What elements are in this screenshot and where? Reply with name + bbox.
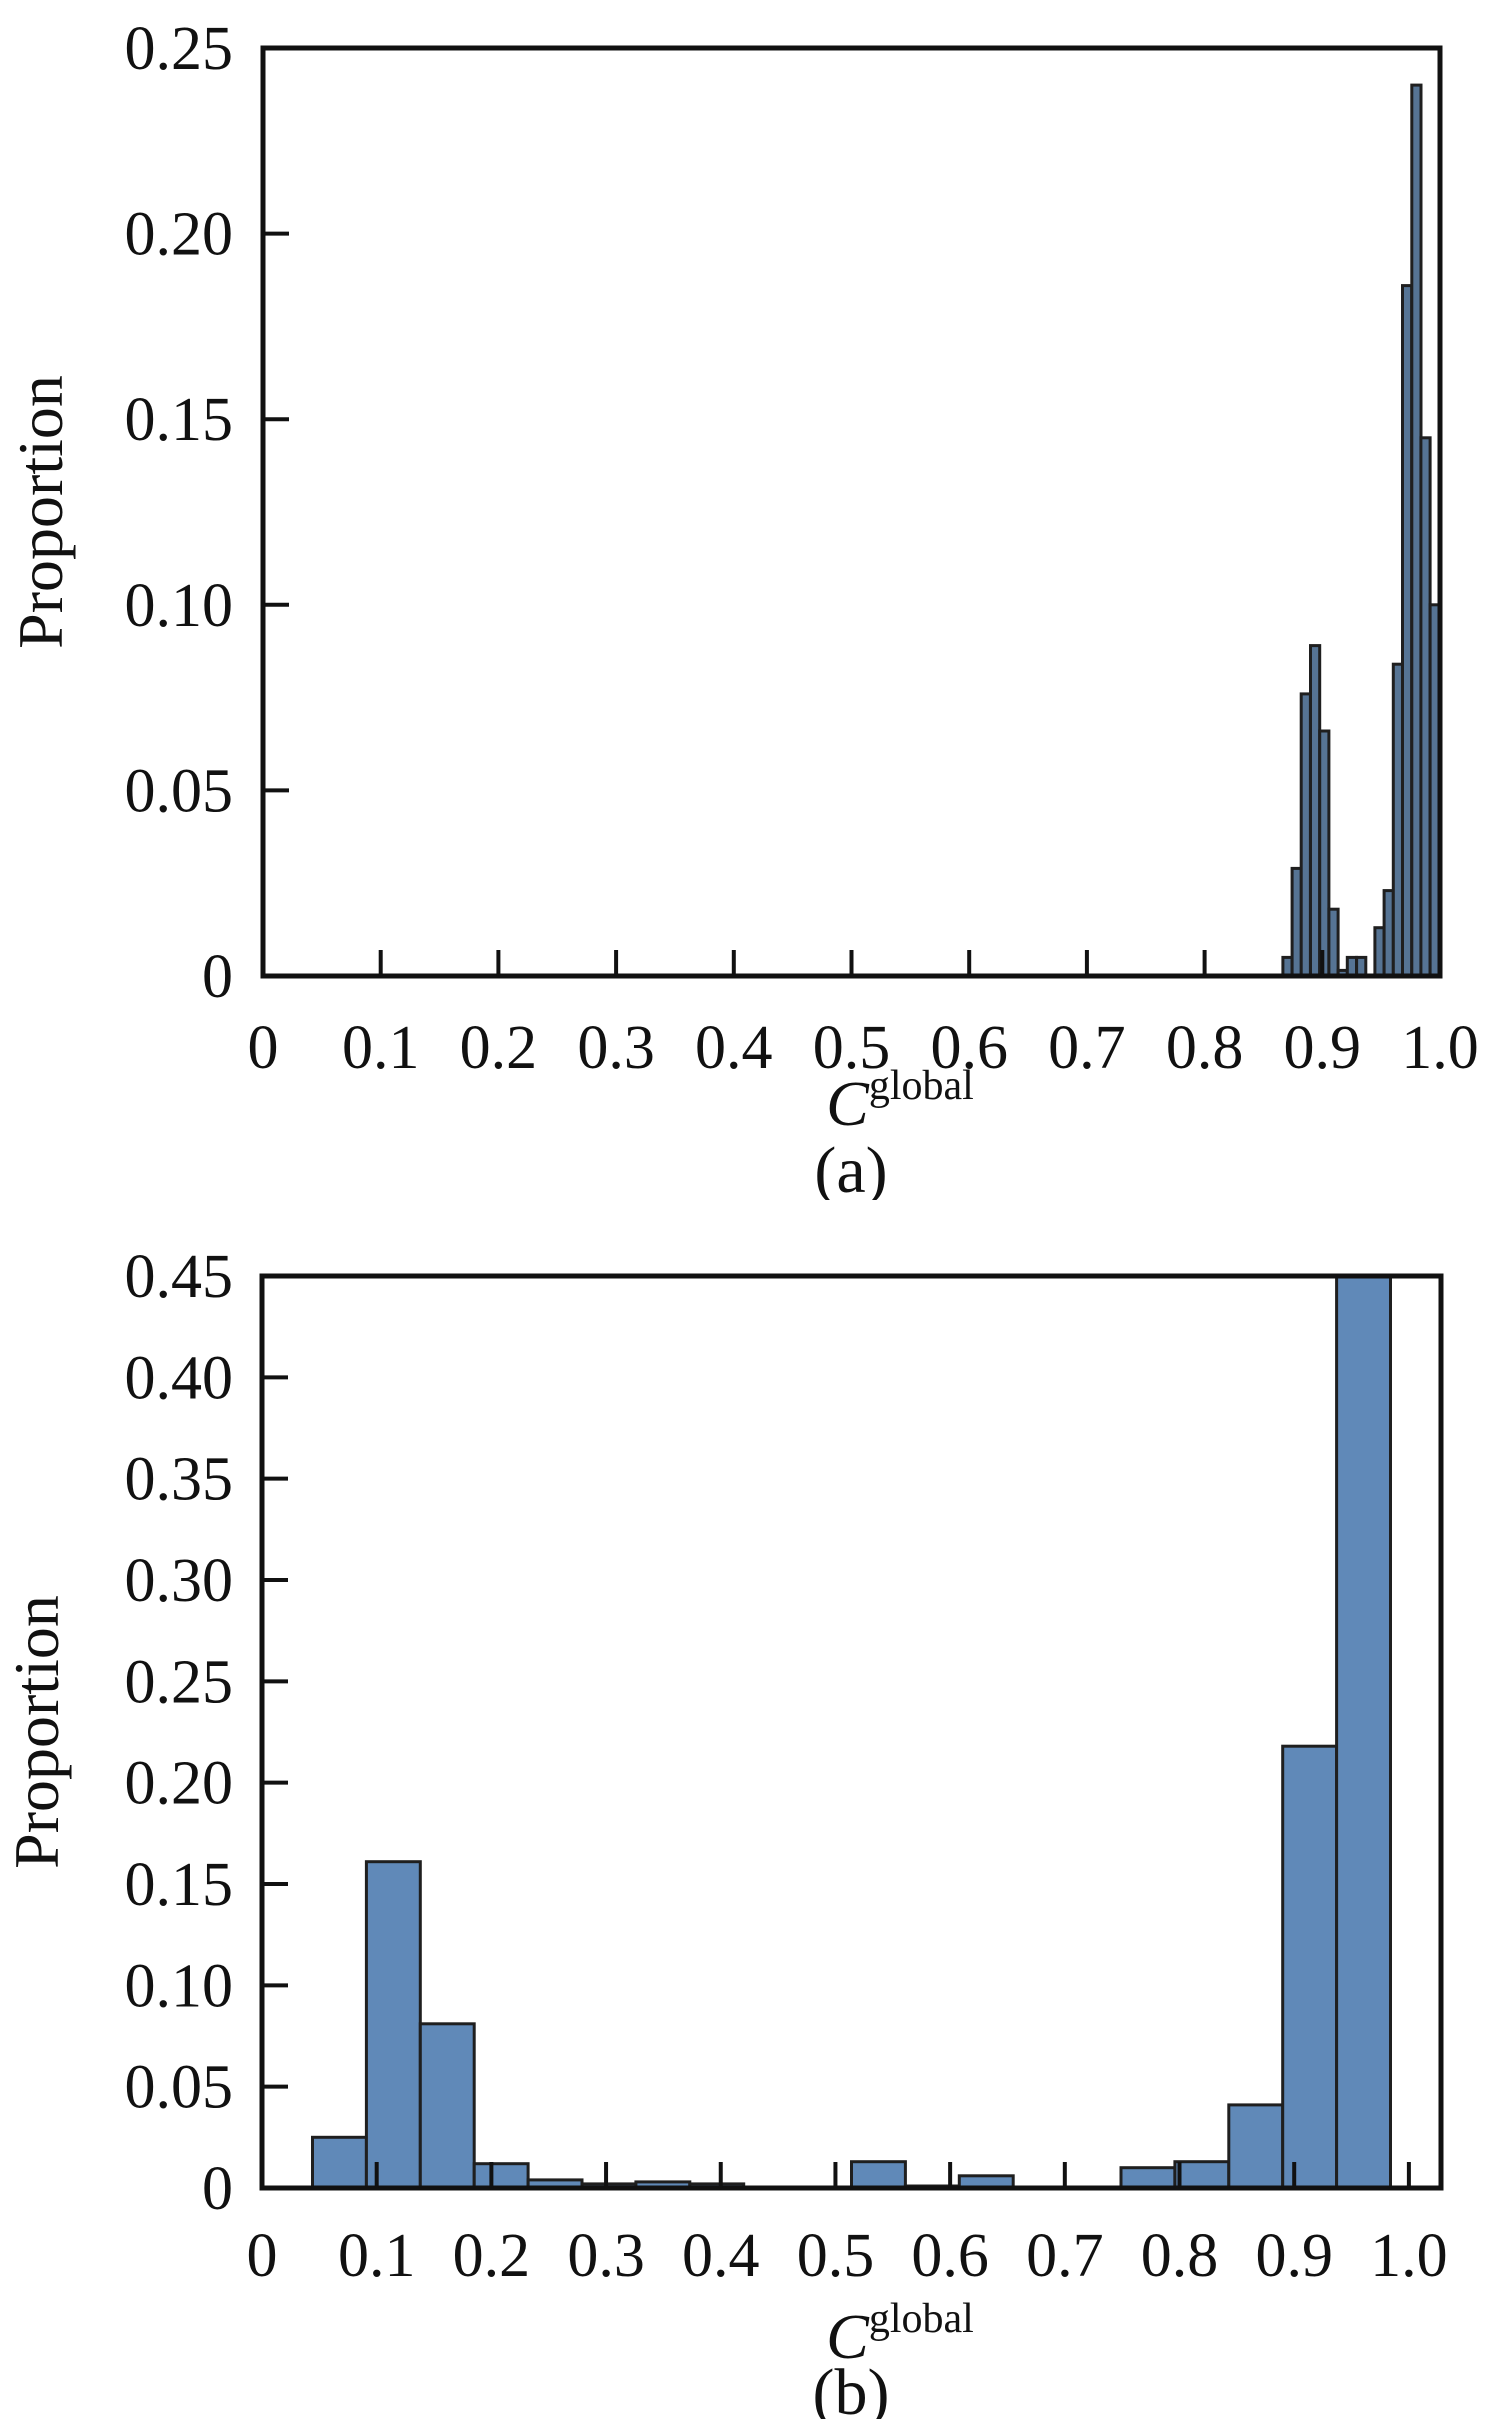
histogram-bar-b-3 [472,2162,530,2190]
plot-border-b [259,1273,1444,2191]
x-axis-label-superscript-a: global [869,1063,974,1109]
histogram-a: 0 0.1 0.2 0.3 0.4 0.5 0.6 0.7 0.8 0.9 1.0 0 0.05 0.10… [0,0,1505,1200]
y-tick-label-b: 0.10 [125,1952,234,2020]
histogram-bar-b-0 [311,2135,368,2190]
histogram-bar-a-5 [1327,907,1340,978]
y-tick-label-a: 0 [202,943,233,1011]
histogram-a-canvas: 0 0.1 0.2 0.3 0.4 0.5 0.6 0.7 0.8 0.9 1.0 0 0.05 0.10… [5,15,1479,1200]
histogram-bar-b-15 [1119,2166,1177,2190]
x-tick-label-a: 0.3 [577,1014,655,1082]
y-tick-label-b: 0.25 [125,1648,234,1716]
y-tick-label-b: 0.30 [125,1547,234,1615]
y-tick-label-b: 0.40 [125,1344,234,1412]
histogram-bar-b-19 [1335,1274,1392,2190]
histogram-bar-b-17 [1227,2103,1285,2190]
histogram-bar-b-18 [1281,1744,1339,2190]
x-tick-label-b: 0.7 [1026,2222,1104,2290]
y-tick-label-a: 0.25 [125,15,234,83]
x-tick-label-b: 0.4 [682,2222,760,2290]
histogram-bar-a-8 [1355,955,1368,978]
x-axis-label-b: Cglobal [826,2296,974,2372]
x-tick-label-a: 0.5 [813,1014,891,1082]
x-tick-label-a: 0.8 [1166,1014,1244,1082]
y-tick-label-a: 0.20 [125,201,234,269]
x-tick-label-a: 0.1 [342,1014,420,1082]
x-tick-label-a: 0.4 [695,1014,773,1082]
x-axis-label-base-b: C [826,2301,870,2372]
y-axis-label-b: Proportion [1,1595,72,1869]
caption-a: (a) [814,1134,887,1200]
histogram-bar-b-1 [364,1860,422,2190]
y-tick-label-b: 0.45 [125,1243,234,1311]
histogram-bar-b-16 [1173,2160,1231,2190]
y-tick-label-b: 0.20 [125,1750,234,1818]
histogram-bar-b-2 [418,2022,476,2190]
histogram-b-canvas: 0 0.1 0.2 0.3 0.4 0.5 0.6 0.7 0.8 0.9 1.0 0 0.05 0.10… [1,1243,1448,2419]
y-tick-label-a: 0.05 [125,757,234,825]
x-tick-label-a: 1.0 [1401,1014,1479,1082]
x-tick-label-b: 0.2 [453,2222,531,2290]
plot-border-a [260,45,1443,979]
y-tick-label-a: 0.15 [125,386,234,454]
x-tick-label-a: 0.6 [930,1014,1008,1082]
x-tick-label-a: 0 [248,1014,279,1082]
x-axis-label-superscript-b: global [869,2296,974,2342]
x-tick-label-a: 0.2 [460,1014,538,1082]
x-axis-label-base-a: C [826,1068,870,1139]
x-tick-label-b: 0.1 [338,2222,416,2290]
y-tick-label-b: 0.35 [125,1446,234,1514]
x-axis-label-a: Cglobal [826,1063,974,1139]
x-tick-label-b: 1.0 [1370,2222,1448,2290]
x-tick-label-a: 0.7 [1048,1014,1126,1082]
x-tick-label-b: 0.6 [911,2222,989,2290]
x-tick-label-b: 0.8 [1141,2222,1219,2290]
histogram-b: 0 0.1 0.2 0.3 0.4 0.5 0.6 0.7 0.8 0.9 1.0 0 0.05 0.10… [0,1200,1505,2419]
x-tick-label-b: 0.9 [1255,2222,1333,2290]
x-tick-label-b: 0.3 [567,2222,645,2290]
caption-b: (b) [813,2356,890,2419]
y-axis-label-a: Proportion [5,375,76,649]
y-tick-label-b: 0.05 [125,2054,234,2122]
y-tick-label-b: 0 [202,2155,233,2223]
y-tick-label-b: 0.15 [125,1851,234,1919]
y-tick-label-a: 0.10 [125,572,234,640]
x-tick-label-b: 0 [247,2222,278,2290]
x-tick-label-b: 0.5 [797,2222,875,2290]
histogram-bar-b-10 [850,2160,907,2190]
x-tick-label-a: 0.9 [1284,1014,1362,1082]
